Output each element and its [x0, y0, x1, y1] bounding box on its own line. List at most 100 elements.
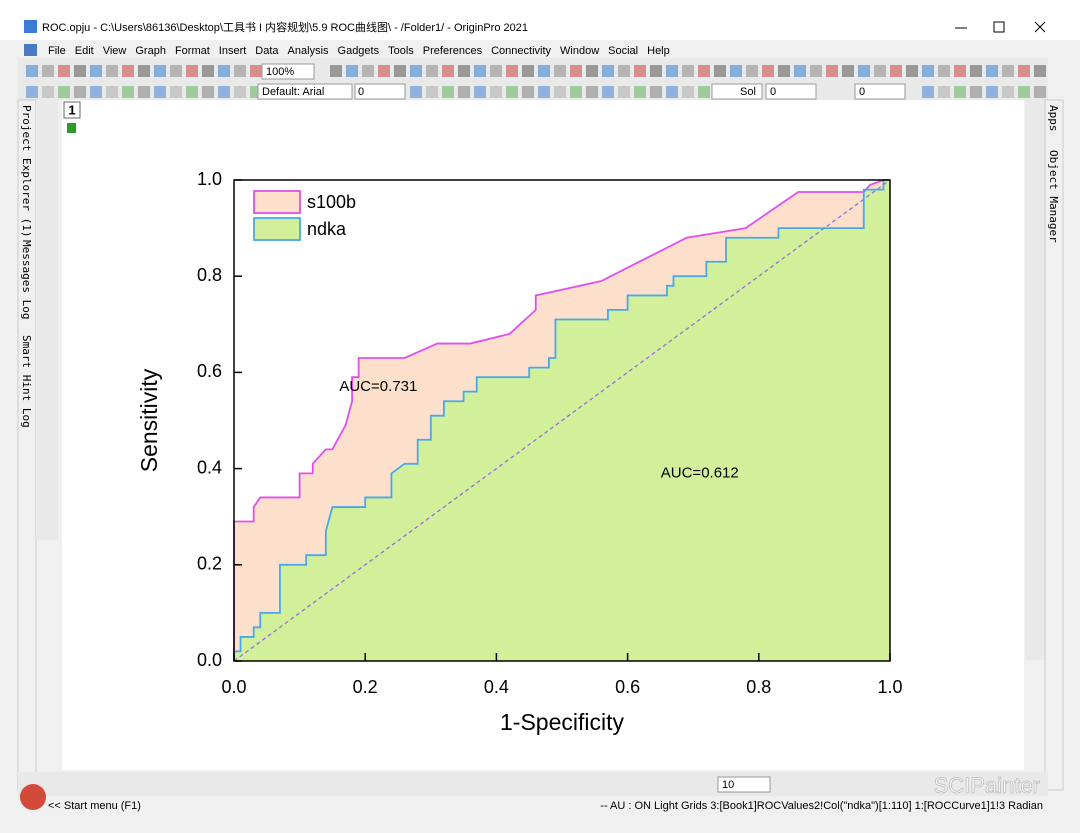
toolbar-button[interactable]	[458, 65, 470, 77]
menu-item[interactable]: File	[48, 45, 66, 57]
toolbar-button[interactable]	[746, 65, 758, 77]
toolbar-button[interactable]	[938, 65, 950, 77]
toolbar-button[interactable]	[426, 86, 438, 98]
toolbar-button[interactable]	[442, 65, 454, 77]
toolbar-button[interactable]	[570, 65, 582, 77]
toolbar-button[interactable]	[522, 86, 534, 98]
toolbar-button[interactable]	[922, 65, 934, 77]
toolbar-button[interactable]	[474, 86, 486, 98]
toolbar-button[interactable]	[410, 86, 422, 98]
toolbar-button[interactable]	[170, 86, 182, 98]
toolbar-button[interactable]	[394, 65, 406, 77]
side-tab[interactable]: Messages Log	[20, 240, 33, 319]
toolbar-button[interactable]	[858, 65, 870, 77]
toolbar-button[interactable]	[410, 65, 422, 77]
menu-item[interactable]: Help	[647, 45, 670, 57]
fill-width-box[interactable]	[854, 83, 906, 100]
toolbar-button[interactable]	[362, 65, 374, 77]
toolbar-button[interactable]	[890, 65, 902, 77]
toolbar-button[interactable]	[442, 86, 454, 98]
toolbar-button[interactable]	[954, 86, 966, 98]
menu-item[interactable]: View	[103, 45, 127, 57]
toolbar-button[interactable]	[218, 65, 230, 77]
toolbar-button[interactable]	[666, 86, 678, 98]
toolbar-button[interactable]	[714, 65, 726, 77]
toolbar-button[interactable]	[138, 65, 150, 77]
toolbar-button[interactable]	[522, 65, 534, 77]
toolbar-button[interactable]	[874, 65, 886, 77]
close-button[interactable]	[1034, 21, 1046, 33]
toolbar-button[interactable]	[506, 65, 518, 77]
toolbar-button[interactable]	[506, 86, 518, 98]
toolbar-button[interactable]	[490, 65, 502, 77]
toolbar-button[interactable]	[826, 65, 838, 77]
menu-item[interactable]: Window	[560, 45, 599, 57]
toolbar-button[interactable]	[74, 86, 86, 98]
toolbar-button[interactable]	[618, 86, 630, 98]
toolbar-button[interactable]	[42, 86, 54, 98]
toolbar-button[interactable]	[74, 65, 86, 77]
side-tab[interactable]: Apps	[1047, 105, 1060, 132]
toolbar-button[interactable]	[634, 65, 646, 77]
toolbar-button[interactable]	[842, 65, 854, 77]
toolbar-button[interactable]	[986, 65, 998, 77]
toolbar-button[interactable]	[1034, 86, 1046, 98]
toolbar-button[interactable]	[906, 65, 918, 77]
toolbar-button[interactable]	[762, 65, 774, 77]
toolbar-button[interactable]	[794, 65, 806, 77]
toolbar-button[interactable]	[730, 65, 742, 77]
toolbar-button[interactable]	[186, 86, 198, 98]
toolbar-button[interactable]	[234, 86, 246, 98]
toolbar-button[interactable]	[346, 65, 358, 77]
toolbar-button[interactable]	[458, 86, 470, 98]
menu-item[interactable]: Social	[608, 45, 638, 57]
toolbar-button[interactable]	[106, 65, 118, 77]
toolbar-button[interactable]	[778, 65, 790, 77]
menu-item[interactable]: Insert	[219, 45, 247, 57]
toolbar-button[interactable]	[90, 86, 102, 98]
toolbar-button[interactable]	[154, 86, 166, 98]
toolbar-button[interactable]	[474, 65, 486, 77]
toolbar-button[interactable]	[250, 65, 262, 77]
toolbar-button[interactable]	[970, 86, 982, 98]
toolbar-button[interactable]	[106, 86, 118, 98]
toolbar-button[interactable]	[122, 65, 134, 77]
side-tab[interactable]: Project Explorer (1)	[20, 105, 33, 237]
toolbar-button[interactable]	[538, 86, 550, 98]
menu-item[interactable]: Graph	[135, 45, 166, 57]
toolbar-button[interactable]	[234, 65, 246, 77]
toolbar-button[interactable]	[202, 86, 214, 98]
menu-item[interactable]: Tools	[388, 45, 414, 57]
zoom-box[interactable]	[261, 63, 315, 80]
toolbar-button[interactable]	[26, 65, 38, 77]
toolbar-button[interactable]	[970, 65, 982, 77]
toolbar-button[interactable]	[154, 65, 166, 77]
line-width-box[interactable]	[765, 83, 817, 100]
toolbar-button[interactable]	[650, 86, 662, 98]
menu-item[interactable]: Data	[255, 45, 279, 57]
side-tab[interactable]: Object Manager	[1047, 150, 1060, 243]
menu-item[interactable]: Gadgets	[338, 45, 380, 57]
toolbar-button[interactable]	[1018, 86, 1030, 98]
menu-item[interactable]: Edit	[75, 45, 94, 57]
toolbar-button[interactable]	[330, 65, 342, 77]
start-button[interactable]	[20, 784, 46, 810]
line-style-box[interactable]	[711, 83, 763, 100]
toolbar-button[interactable]	[186, 65, 198, 77]
toolbar-button[interactable]	[554, 65, 566, 77]
toolbar-button[interactable]	[586, 65, 598, 77]
side-tab[interactable]: Smart Hint Log	[20, 335, 33, 428]
menu-item[interactable]: Connectivity	[491, 45, 551, 57]
toolbar-button[interactable]	[922, 86, 934, 98]
toolbar-button[interactable]	[490, 86, 502, 98]
toolbar-button[interactable]	[698, 86, 710, 98]
toolbar-button[interactable]	[170, 65, 182, 77]
toolbar-button[interactable]	[986, 86, 998, 98]
toolbar-button[interactable]	[90, 65, 102, 77]
toolbar-button[interactable]	[58, 65, 70, 77]
toolbar-button[interactable]	[218, 86, 230, 98]
toolbar-button[interactable]	[1002, 86, 1014, 98]
toolbar-button[interactable]	[378, 65, 390, 77]
toolbar-button[interactable]	[138, 86, 150, 98]
toolbar-button[interactable]	[634, 86, 646, 98]
